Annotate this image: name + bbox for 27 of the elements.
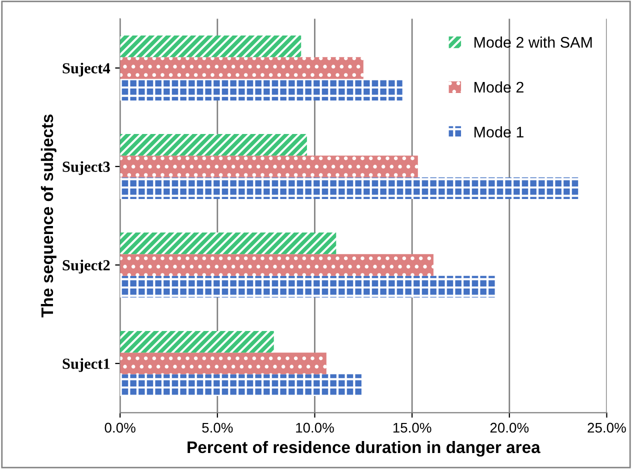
x-tick-label: 0.0% [104,422,136,433]
bar [120,276,496,298]
y-tick-label: Suject1 [62,358,110,372]
bar [120,232,336,254]
bar [120,352,326,374]
y-axis-title: The sequence of subjects [40,114,56,318]
bar [120,156,418,178]
x-tick-label: 20.0% [490,422,529,433]
x-tick-label: 25.0% [588,422,626,433]
y-tick-label: Suject4 [62,62,110,77]
x-axis-title: Percent of residence duration in danger area [188,440,540,457]
x-tick-label: 10.0% [296,422,334,433]
y-tick-label: Suject2 [62,260,110,274]
x-tick-label: 5.0% [202,422,233,433]
bar [120,134,307,156]
bar [120,254,434,276]
bar [120,330,274,353]
bar [120,374,364,396]
bar [120,36,302,58]
bar [120,78,402,101]
y-tick-label: Suject3 [62,161,110,176]
legend-label: Mode 2 with SAM [474,36,592,48]
bar [120,57,364,79]
x-tick-label: 15.0% [393,422,432,433]
bar [120,177,580,199]
legend-label: Mode 2 [474,81,524,93]
legend-label: Mode 1 [474,126,524,138]
